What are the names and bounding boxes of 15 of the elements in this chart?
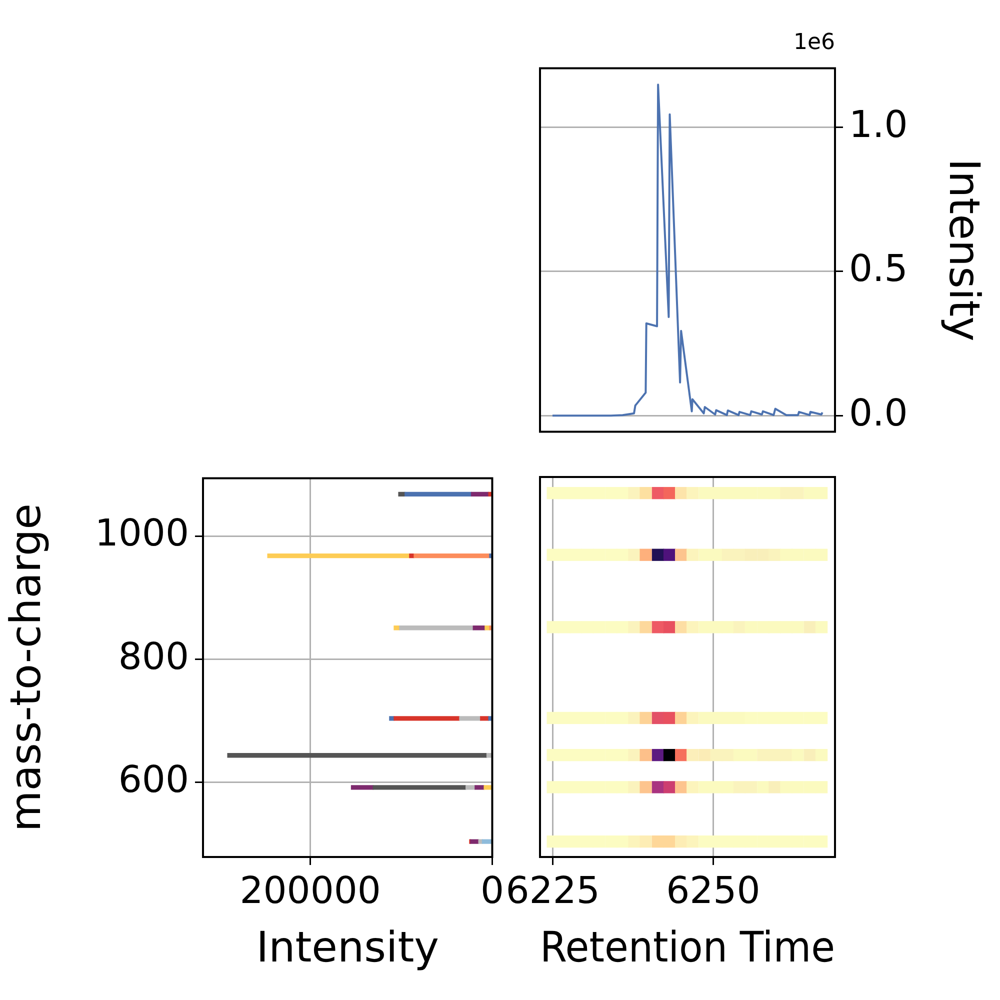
x-tick-label: 6250 <box>666 868 760 912</box>
y-tick-label: 600 <box>118 758 189 802</box>
text: 1e6 <box>793 30 835 55</box>
x-axis-title: Intensity <box>256 922 440 972</box>
y-axis-title: mass-to-charge <box>1 504 50 832</box>
y-tick-label: 1.0 <box>849 102 908 146</box>
x-tick-label: 6225 <box>506 868 600 912</box>
x-tick-label: 0 <box>480 868 504 912</box>
y-tick-label: 0.5 <box>849 247 908 290</box>
x-tick-label: 200000 <box>240 868 381 912</box>
x-axis-title: Retention Time <box>540 922 835 972</box>
y-tick-label: 0.0 <box>849 391 908 434</box>
y-axis-title: Intensity <box>940 158 989 342</box>
y-tick-label: 1000 <box>94 512 189 555</box>
y-tick-label: 800 <box>118 634 189 678</box>
